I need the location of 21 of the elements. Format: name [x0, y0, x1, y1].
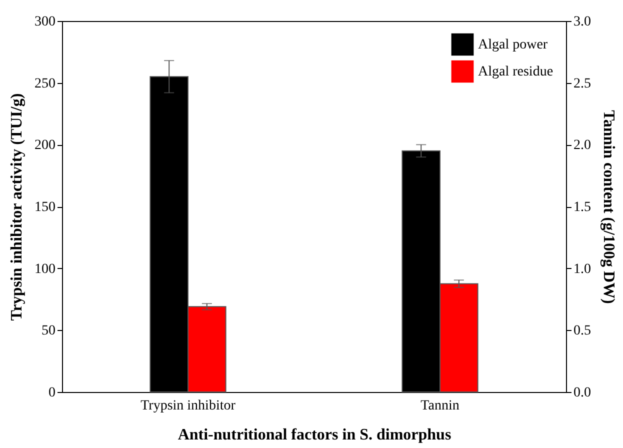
y-tick-label: 300: [34, 14, 56, 30]
y2-tick-label: 2.5: [574, 76, 591, 92]
y2-tick-label: 0.0: [574, 386, 591, 400]
y-tick-label: 150: [34, 200, 56, 215]
y2-tick-label: 2.0: [574, 138, 591, 154]
legend-label: Algal power: [478, 38, 548, 52]
y2-tick-label: 1.0: [574, 262, 591, 277]
x-tick-label: Trypsin inhibitor: [140, 398, 236, 414]
y2-tick-label: 1.5: [574, 200, 591, 215]
y2-axis-title: Tannin content (g/100g DW): [600, 110, 617, 304]
y-tick-label: 100: [34, 262, 56, 277]
y-tick-label: 0: [48, 386, 56, 400]
x-axis-title: Anti-nutritional factors in S. dimorphus: [178, 426, 452, 444]
y2-tick-label: 3.0: [574, 14, 591, 30]
y-tick-label: 50: [42, 324, 56, 339]
y-tick-label: 250: [34, 76, 56, 92]
x-tick-label: Tannin: [420, 398, 460, 414]
y-tick-label: 200: [34, 138, 56, 154]
y-axis-title: Trypsin inhibitor activity (TUI/g): [8, 93, 26, 321]
y2-tick-label: 0.5: [574, 324, 591, 339]
legend-label: Algal residue: [478, 64, 554, 80]
